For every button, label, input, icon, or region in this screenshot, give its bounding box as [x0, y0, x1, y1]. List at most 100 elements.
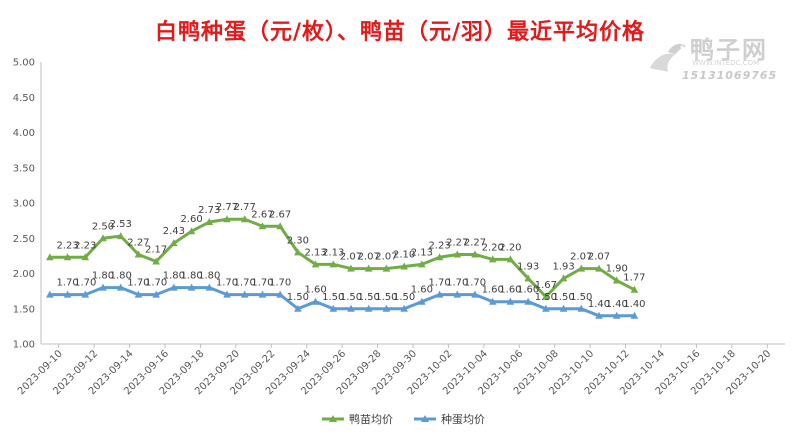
data-label: 1.70 [74, 278, 96, 289]
data-label: 1.93 [552, 261, 574, 272]
data-label: 1.50 [340, 292, 362, 303]
series-line-1 [49, 217, 636, 299]
chart-title: 白鸭种蛋（元/枚）、鸭苗（元/羽）最近平均价格 [154, 20, 646, 45]
data-label: 2.07 [570, 252, 592, 263]
data-label: 2.13 [411, 247, 433, 258]
data-label: 1.50 [287, 292, 309, 303]
y-tick-label: 3.50 [13, 163, 35, 174]
series-2-point [595, 311, 603, 319]
series-1-point [99, 234, 107, 242]
series-2-point [612, 311, 621, 319]
series-1-point [116, 232, 125, 240]
data-label: 2.77 [234, 202, 256, 213]
data-label: 2.20 [499, 242, 521, 253]
data-label: 1.80 [198, 271, 220, 282]
series-1-point [329, 260, 338, 268]
series-2-point [205, 283, 214, 291]
data-label: 1.50 [552, 292, 574, 303]
series-2-point [258, 290, 267, 298]
data-label: 2.07 [588, 252, 610, 263]
series-2-point [311, 297, 320, 305]
data-label: 1.50 [535, 292, 557, 303]
data-label: 1.93 [517, 261, 539, 272]
watermark-logo: 鸭子网 WWW.INTEDC.COM 15131069765 [646, 30, 786, 86]
data-label: 1.70 [269, 278, 291, 289]
series-2-point [400, 304, 408, 312]
series-2-point [347, 304, 355, 312]
y-tick-label: 4.50 [13, 93, 35, 104]
data-label: 1.70 [56, 278, 78, 289]
data-label: 1.50 [393, 292, 415, 303]
series-1-point [595, 264, 603, 272]
data-label: 2.10 [393, 249, 415, 260]
data-label: 1.70 [251, 278, 273, 289]
series-1-point [506, 255, 515, 263]
series-2-point [488, 297, 497, 305]
data-label: 2.30 [287, 235, 309, 246]
series-2-point [134, 290, 143, 298]
data-label: 1.40 [623, 299, 645, 310]
data-label: 1.50 [358, 292, 380, 303]
data-label: 1.50 [322, 292, 344, 303]
series-1-point [187, 227, 196, 235]
series-2-point [524, 297, 532, 305]
data-label: 2.67 [251, 209, 273, 220]
series-2-point [577, 304, 586, 312]
series-1-point [170, 239, 178, 247]
data-label: 1.80 [92, 271, 114, 282]
series-1-point [81, 253, 90, 261]
data-label: 1.60 [499, 285, 521, 296]
legend-marker-1 [329, 415, 337, 422]
data-label: 1.60 [517, 285, 539, 296]
series-2-point [630, 311, 639, 319]
series-2-point [453, 290, 462, 298]
series-1-point [134, 250, 143, 258]
series-1-point [488, 255, 497, 263]
series-2-point [187, 283, 196, 291]
data-label: 1.40 [588, 299, 610, 310]
series-2-point [418, 297, 426, 305]
series-2-point [81, 290, 90, 298]
series-2-point [170, 283, 178, 291]
series-1-point [400, 262, 408, 270]
watermark-phone: 15131069765 [682, 69, 778, 82]
series-1-point [240, 215, 249, 223]
data-label: 1.50 [570, 292, 592, 303]
series-1-point [223, 215, 231, 223]
data-label: 2.13 [322, 247, 344, 258]
series-1-point [612, 276, 621, 284]
data-label: 1.67 [535, 280, 557, 291]
data-label: 1.70 [464, 278, 486, 289]
data-label: 1.90 [606, 264, 628, 275]
series-2-point [329, 304, 338, 312]
data-label: 1.80 [163, 271, 185, 282]
series-1-point [63, 253, 72, 261]
series-2-point [276, 290, 284, 298]
data-label: 1.70 [145, 278, 167, 289]
data-label: 2.77 [216, 202, 238, 213]
y-tick-label: 1.00 [13, 340, 35, 351]
data-label: 2.27 [446, 237, 468, 248]
series-1-point [258, 222, 267, 230]
series-1-point [524, 274, 532, 282]
y-tick-label: 2.50 [13, 234, 35, 245]
series-1-point [294, 248, 302, 256]
data-label: 2.60 [180, 214, 202, 225]
data-label: 2.07 [358, 252, 380, 263]
data-label: 1.50 [375, 292, 397, 303]
series-2-point [223, 290, 231, 298]
data-label: 1.70 [428, 278, 450, 289]
data-label: 2.67 [269, 209, 291, 220]
data-label: 1.70 [446, 278, 468, 289]
series-1-point [364, 264, 373, 272]
series-1-point [542, 292, 550, 300]
series-2-point [435, 290, 444, 298]
series-2-point [542, 304, 550, 312]
watermark-brand: 鸭子网 [690, 35, 768, 64]
legend-label-1: 鸭苗均价 [349, 413, 393, 426]
series-line-2 [49, 286, 635, 318]
data-label: 1.60 [482, 285, 504, 296]
y-tick-label: 1.50 [13, 304, 35, 315]
data-label: 2.20 [482, 242, 504, 253]
data-label: 1.70 [216, 278, 238, 289]
